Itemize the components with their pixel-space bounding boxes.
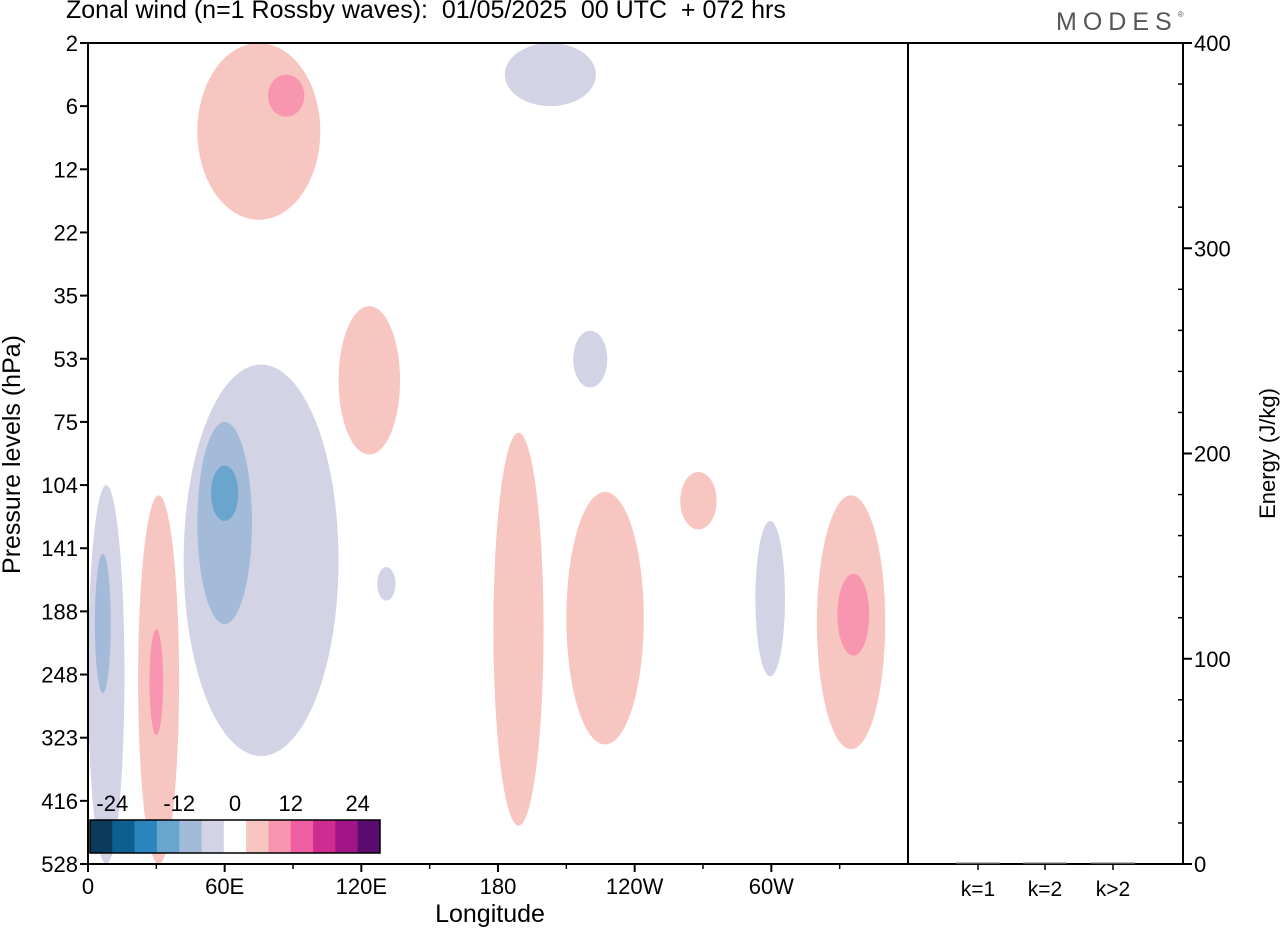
contour-positive-level2-8 bbox=[149, 629, 164, 736]
colorbar-swatch bbox=[268, 820, 292, 853]
energy-category-label: k=2 bbox=[1028, 878, 1062, 901]
energy-tick-label: 400 bbox=[1194, 31, 1231, 56]
colorbar-swatch bbox=[313, 820, 336, 853]
contour-fields bbox=[88, 43, 886, 864]
y-tick-label: 141 bbox=[41, 536, 78, 561]
y-tick-label: 53 bbox=[54, 347, 78, 372]
x-tick-label: 60W bbox=[749, 874, 794, 899]
energy-axis-label: Energy (J/kg) bbox=[1255, 388, 1280, 519]
brand-registered-mark: ® bbox=[1177, 10, 1184, 19]
x-tick-label: 60E bbox=[205, 874, 244, 899]
contour-negative-level1-4 bbox=[573, 330, 608, 388]
brand-logo: MODES® bbox=[1056, 8, 1184, 37]
contour-negative-level1-16 bbox=[755, 520, 785, 677]
y-tick-label: 12 bbox=[54, 157, 78, 182]
contour-negative-level2-10 bbox=[197, 421, 253, 625]
contour-negative-level1-2 bbox=[504, 43, 596, 107]
colorbar-swatch bbox=[335, 820, 359, 853]
chart-title: Zonal wind (n=1 Rossby waves): 01/05/202… bbox=[66, 0, 786, 24]
energy-bar-k>2 bbox=[1091, 862, 1135, 865]
x-tick-label: 0 bbox=[82, 874, 94, 899]
colorbar-swatch bbox=[357, 820, 381, 853]
y-tick-label: 104 bbox=[41, 473, 78, 498]
colorbar-swatch bbox=[90, 820, 113, 853]
contour-positive-level1-14 bbox=[566, 491, 644, 745]
colorbar-swatch bbox=[112, 820, 136, 853]
colorbar-frame bbox=[89, 819, 381, 854]
y-tick-label: 22 bbox=[54, 220, 78, 245]
energy-category-label: k=1 bbox=[961, 878, 995, 901]
y-tick-label: 6 bbox=[66, 94, 78, 119]
y-tick-label: 248 bbox=[41, 663, 78, 688]
colorbar-tick-label: 0 bbox=[229, 791, 241, 816]
colorbar-swatch bbox=[201, 820, 225, 853]
colorbar-swatch bbox=[134, 820, 158, 853]
colorbar-swatch bbox=[290, 820, 314, 853]
energy-tick-label: 200 bbox=[1194, 442, 1231, 467]
energy-tick-label: 100 bbox=[1194, 647, 1231, 672]
energy-bar-k=2 bbox=[1023, 862, 1067, 865]
y-tick-label: 2 bbox=[66, 31, 78, 56]
contour-positive-level1-0 bbox=[197, 43, 321, 220]
colorbar-swatch bbox=[156, 820, 180, 853]
y-tick-label: 528 bbox=[41, 852, 78, 877]
contour-positive-level2-1 bbox=[267, 74, 305, 117]
colorbar: -24 -12 0 12 24 bbox=[89, 791, 381, 854]
energy-bar-k=1 bbox=[956, 862, 1000, 865]
contour-positive-level1-3 bbox=[338, 306, 401, 455]
y-tick-label: 416 bbox=[41, 789, 78, 814]
energy-category-label: k>2 bbox=[1096, 878, 1130, 901]
x-tick-label: 120E bbox=[336, 874, 387, 899]
colorbar-swatch bbox=[223, 820, 247, 853]
colorbar-tick-label: -24 bbox=[96, 791, 128, 816]
energy-tick-label: 0 bbox=[1194, 852, 1206, 877]
contour-positive-level1-13 bbox=[493, 432, 544, 826]
colorbar-tick-label: 12 bbox=[279, 791, 303, 816]
contour-negative-level1-12 bbox=[377, 567, 396, 601]
y-tick-label: 323 bbox=[41, 726, 78, 751]
colorbar-tick-label: 24 bbox=[345, 791, 369, 816]
x-axis-label: Longitude bbox=[435, 900, 545, 928]
colorbar-tick-label: -12 bbox=[163, 791, 195, 816]
x-tick-label: 120W bbox=[606, 874, 664, 899]
contour-positive-level1-15 bbox=[680, 472, 717, 530]
colorbar-swatch bbox=[179, 820, 203, 853]
y-axis-label: Pressure levels (hPa) bbox=[0, 335, 26, 574]
contour-negative-level2-6 bbox=[94, 553, 111, 694]
brand-text: MODES bbox=[1056, 8, 1178, 36]
energy-tick-label: 300 bbox=[1194, 236, 1231, 261]
colorbar-swatch bbox=[246, 820, 269, 853]
contour-negative-level3-11 bbox=[211, 465, 239, 521]
y-tick-label: 35 bbox=[54, 284, 78, 309]
y-tick-label: 188 bbox=[41, 599, 78, 624]
y-tick-label: 75 bbox=[54, 410, 78, 435]
contour-positive-level2-18 bbox=[837, 573, 870, 656]
energy-panel: 0 100 200 300 400 Energy (J/kg) k=1 k=2 k>2 bbox=[908, 31, 1280, 901]
x-tick-label: 180 bbox=[480, 874, 517, 899]
